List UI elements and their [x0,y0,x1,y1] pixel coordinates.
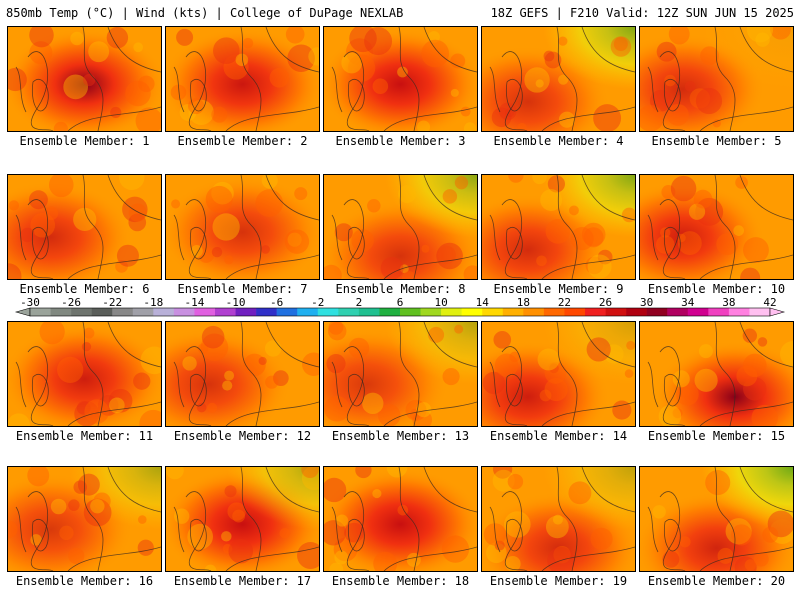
model-run-info: 18Z GEFS | F210 Valid: 12Z SUN JUN 15 20… [490,6,794,20]
ensemble-member-map [323,26,478,132]
colorbar-tick-label: -14 [184,296,205,309]
ensemble-member-label: Ensemble Member: 18 [331,574,470,588]
ensemble-member-map [165,26,320,132]
ensemble-member-label: Ensemble Member: 17 [173,574,312,588]
ensemble-member-label: Ensemble Member: 11 [15,429,154,443]
colorbar-tick-label: -18 [143,296,164,309]
ensemble-member-map [323,321,478,427]
ensemble-member-map [639,174,794,280]
ensemble-member-label: Ensemble Member: 8 [335,282,466,296]
colorbar-tick-label: 26 [598,296,613,309]
ensemble-member-map [7,174,162,280]
temperature-colorbar [14,307,786,317]
ensemble-member-map [7,26,162,132]
ensemble-member-label: Ensemble Member: 13 [331,429,470,443]
ensemble-member-label: Ensemble Member: 15 [647,429,786,443]
ensemble-member-label: Ensemble Member: 6 [19,282,150,296]
colorbar-tick-label: -30 [20,296,40,309]
ensemble-member-label: Ensemble Member: 7 [177,282,308,296]
map-title: 850mb Temp (°C) | Wind (kts) | College o… [6,6,404,20]
ensemble-member-map [323,174,478,280]
ensemble-member-map [165,174,320,280]
ensemble-member-map [323,466,478,572]
ensemble-member-label: Ensemble Member: 20 [647,574,786,588]
ensemble-member-map [7,466,162,572]
ensemble-member-map [165,321,320,427]
colorbar-tick-label: -6 [270,296,284,309]
ensemble-member-label: Ensemble Member: 2 [177,134,308,148]
ensemble-member-map [7,321,162,427]
colorbar-tick-label: 34 [681,296,695,309]
colorbar-tick-label: 42 [763,296,777,309]
colorbar-tick-label: -2 [311,296,325,309]
colorbar-tick-label: 30 [640,296,654,309]
ensemble-member-label: Ensemble Member: 16 [15,574,154,588]
ensemble-member-map [639,466,794,572]
ensemble-member-label: Ensemble Member: 4 [493,134,624,148]
colorbar-tick-label: 38 [722,296,736,309]
colorbar-tick-label: 14 [475,296,489,309]
colorbar-tick-label: -22 [102,296,123,309]
ensemble-member-map [481,26,636,132]
ensemble-member-map [639,321,794,427]
ensemble-member-map [639,26,794,132]
colorbar-tick-label: 6 [396,296,404,309]
ensemble-member-map [481,321,636,427]
ensemble-member-map [165,466,320,572]
colorbar-tick-label: 10 [434,296,448,309]
ensemble-member-map [481,466,636,572]
colorbar-tick-label: 2 [355,296,363,309]
ensemble-member-label: Ensemble Member: 19 [489,574,628,588]
ensemble-member-label: Ensemble Member: 14 [489,429,628,443]
colorbar-tick-label: -26 [61,296,82,309]
ensemble-member-label: Ensemble Member: 3 [335,134,466,148]
ensemble-member-label: Ensemble Member: 9 [493,282,624,296]
ensemble-member-label: Ensemble Member: 1 [19,134,150,148]
ensemble-member-label: Ensemble Member: 12 [173,429,312,443]
ensemble-member-map [481,174,636,280]
colorbar-tick-label: 22 [557,296,572,309]
ensemble-member-label: Ensemble Member: 10 [647,282,786,296]
colorbar-tick-label: 18 [516,296,530,309]
colorbar-tick-label: -10 [225,296,246,309]
ensemble-member-label: Ensemble Member: 5 [651,134,782,148]
